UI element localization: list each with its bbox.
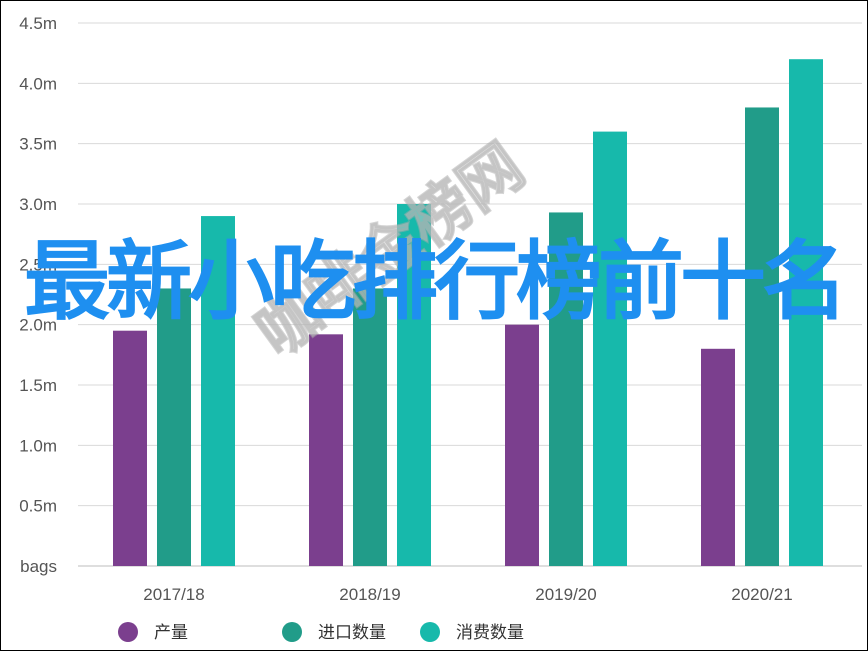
y-tick-label: 1.5m [19,376,57,395]
bar [701,348,735,566]
y-tick-label: bags [20,557,57,576]
legend-label: 消费数量 [456,623,524,643]
bar [309,334,343,566]
legend-swatch [118,622,138,642]
legend-label: 进口数量 [318,623,386,643]
y-tick-label: 4.5m [19,14,57,33]
y-tick-label: 0.5m [19,497,57,516]
x-category-label: 2019/20 [535,585,596,604]
y-tick-label: 4.0m [19,74,57,93]
bar [353,288,387,566]
x-category-label: 2017/18 [143,585,204,604]
bar [157,288,191,566]
legend-swatch [420,622,440,642]
bar [505,324,539,566]
y-tick-label: 3.0m [19,195,57,214]
bar [113,330,147,566]
overlay-title: 最新小吃排行榜前十名 [24,232,848,332]
y-tick-label: 3.5m [19,135,57,154]
bar [201,216,235,567]
y-tick-label: 2.5m [19,255,57,274]
bars [113,59,823,567]
x-category-label: 2020/21 [731,585,792,604]
y-axis-ticks: bags 0.5m 1.0m 1.5m 2.0m 2.5m 3.0m 3.5m 4.0m 4.5m [19,14,57,576]
x-category-label: 2018/19 [339,585,400,604]
legend-swatch [282,622,302,642]
bar [549,212,583,567]
bar [745,107,779,566]
bar [789,59,823,566]
bar [397,204,431,566]
legend-label: 产量 [154,623,188,643]
legend: 产量 进口数量 消费数量 [118,622,524,643]
y-tick-label: 2.0m [19,316,57,335]
bar [593,131,627,566]
y-tick-label: 1.0m [19,436,57,455]
x-axis-labels: 2017/18 2018/19 2019/20 2020/21 [143,585,792,604]
